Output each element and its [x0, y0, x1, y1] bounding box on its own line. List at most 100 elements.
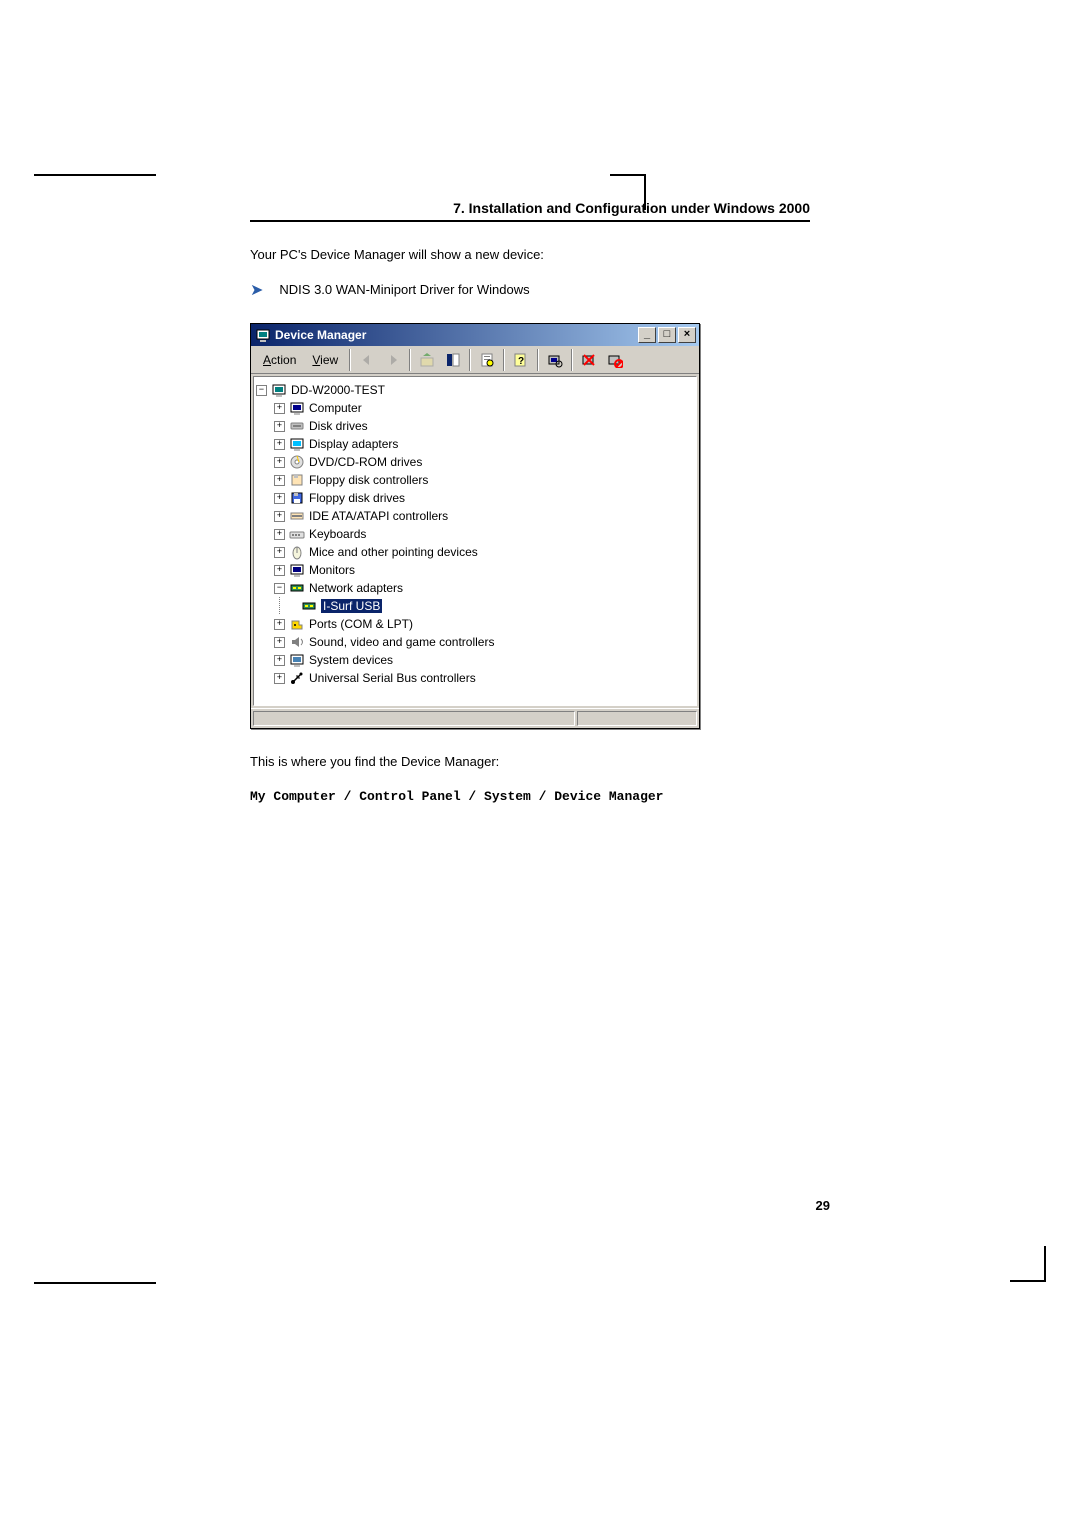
ide-icon	[289, 508, 305, 524]
expand-icon[interactable]: +	[274, 403, 285, 414]
monitor-icon	[289, 562, 305, 578]
help-button[interactable]: ?	[509, 348, 533, 372]
tree-node[interactable]: + Universal Serial Bus controllers	[256, 669, 692, 687]
disable-button[interactable]	[603, 348, 627, 372]
ports-icon	[289, 616, 305, 632]
tree-node-label: Floppy disk drives	[309, 491, 405, 505]
bullet-item: ➤ NDIS 3.0 WAN-Miniport Driver for Windo…	[250, 282, 810, 299]
tree-node[interactable]: − Network adapters	[256, 579, 692, 597]
tree-node[interactable]: + Sound, video and game controllers	[256, 633, 692, 651]
back-button[interactable]	[355, 348, 379, 372]
collapse-icon[interactable]: −	[256, 385, 267, 396]
toolbar-separator	[503, 349, 505, 371]
toolbar-separator	[469, 349, 471, 371]
toolbar-separator	[537, 349, 539, 371]
usb-icon	[289, 670, 305, 686]
expand-icon[interactable]: +	[274, 493, 285, 504]
tree-node[interactable]: + Mice and other pointing devices	[256, 543, 692, 561]
crop-mark	[1010, 1246, 1046, 1282]
tree-node[interactable]: + Disk drives	[256, 417, 692, 435]
tree-node-label: DD-W2000-TEST	[291, 383, 385, 397]
tree-node[interactable]: + Monitors	[256, 561, 692, 579]
tree-node-label: System devices	[309, 653, 393, 667]
path-text: My Computer / Control Panel / System / D…	[250, 789, 810, 804]
pointer-icon: ➤	[250, 283, 263, 299]
forward-button[interactable]	[381, 348, 405, 372]
tree-node-label: Keyboards	[309, 527, 366, 541]
tree-node[interactable]: + Computer	[256, 399, 692, 417]
expand-icon[interactable]: +	[274, 547, 285, 558]
device-manager-window: Device Manager _ □ × Action View ?	[250, 323, 700, 729]
expand-icon[interactable]: +	[274, 637, 285, 648]
page-number: 29	[816, 1198, 830, 1213]
expand-icon[interactable]: +	[274, 565, 285, 576]
toolbar-separator	[349, 349, 351, 371]
expand-icon[interactable]: +	[274, 511, 285, 522]
tree-node[interactable]: + Ports (COM & LPT)	[256, 615, 692, 633]
cdrom-icon	[289, 454, 305, 470]
expand-icon[interactable]: +	[274, 439, 285, 450]
mouse-icon	[289, 544, 305, 560]
intro-text: Your PC's Device Manager will show a new…	[250, 246, 810, 264]
menu-action[interactable]: Action	[255, 351, 304, 369]
window-title: Device Manager	[275, 328, 638, 342]
uninstall-button[interactable]	[577, 348, 601, 372]
minimize-button[interactable]: _	[638, 327, 656, 343]
tree-node-label: Network adapters	[309, 581, 403, 595]
maximize-button[interactable]: □	[658, 327, 676, 343]
collapse-icon[interactable]: −	[274, 583, 285, 594]
tree-node-label: Ports (COM & LPT)	[309, 617, 413, 631]
statusbar	[251, 708, 699, 728]
titlebar[interactable]: Device Manager _ □ ×	[251, 324, 699, 346]
tree-node-label: Computer	[309, 401, 362, 415]
tree-node-label: I-Surf USB	[321, 599, 382, 613]
expand-icon[interactable]: +	[274, 457, 285, 468]
device-tree[interactable]: − DD-W2000-TEST + Computer + Disk drives + Disp…	[253, 376, 697, 706]
chapter-heading: 7. Installation and Configuration under …	[250, 200, 810, 222]
tree-node-label: Sound, video and game controllers	[309, 635, 494, 649]
computer-icon	[289, 400, 305, 416]
menu-view[interactable]: View	[304, 351, 346, 369]
tree-node[interactable]: + Keyboards	[256, 525, 692, 543]
tree-node-label: DVD/CD-ROM drives	[309, 455, 422, 469]
expand-icon[interactable]: +	[274, 475, 285, 486]
close-button[interactable]: ×	[678, 327, 696, 343]
tree-node-label: Universal Serial Bus controllers	[309, 671, 476, 685]
expand-icon[interactable]: +	[274, 655, 285, 666]
tree-node[interactable]: + Display adapters	[256, 435, 692, 453]
expand-icon[interactable]: +	[274, 529, 285, 540]
sound-icon	[289, 634, 305, 650]
properties-button[interactable]	[475, 348, 499, 372]
up-button[interactable]	[415, 348, 439, 372]
tree-node-label: Display adapters	[309, 437, 398, 451]
toolbar-separator	[409, 349, 411, 371]
status-pane	[253, 711, 575, 726]
crop-mark	[34, 174, 156, 176]
floppy-ctrl-icon	[289, 472, 305, 488]
tree-node[interactable]: + Floppy disk controllers	[256, 471, 692, 489]
network-icon	[289, 580, 305, 596]
expand-icon[interactable]: +	[274, 673, 285, 684]
crop-mark	[34, 1282, 156, 1284]
svg-text:?: ?	[518, 356, 524, 367]
app-icon	[255, 327, 271, 343]
tree-node[interactable]: + System devices	[256, 651, 692, 669]
tree-node-label: Mice and other pointing devices	[309, 545, 478, 559]
toolbar-separator	[571, 349, 573, 371]
tree-node-label: Floppy disk controllers	[309, 473, 428, 487]
tree-node-label: Monitors	[309, 563, 355, 577]
tree-node[interactable]: + DVD/CD-ROM drives	[256, 453, 692, 471]
expand-icon[interactable]: +	[274, 421, 285, 432]
show-hide-button[interactable]	[441, 348, 465, 372]
scan-hardware-button[interactable]	[543, 348, 567, 372]
status-pane	[577, 711, 697, 726]
tree-node-label: Disk drives	[309, 419, 368, 433]
tree-node[interactable]: + Floppy disk drives	[256, 489, 692, 507]
tree-node[interactable]: +IDE ATA/ATAPI controllers	[256, 507, 692, 525]
expand-icon[interactable]: +	[274, 619, 285, 630]
keyboard-icon	[289, 526, 305, 542]
tree-leaf-node[interactable]: I-Surf USB	[256, 597, 692, 615]
tree-connector	[274, 597, 285, 615]
tree-root-node[interactable]: − DD-W2000-TEST	[256, 381, 692, 399]
floppy-icon	[289, 490, 305, 506]
